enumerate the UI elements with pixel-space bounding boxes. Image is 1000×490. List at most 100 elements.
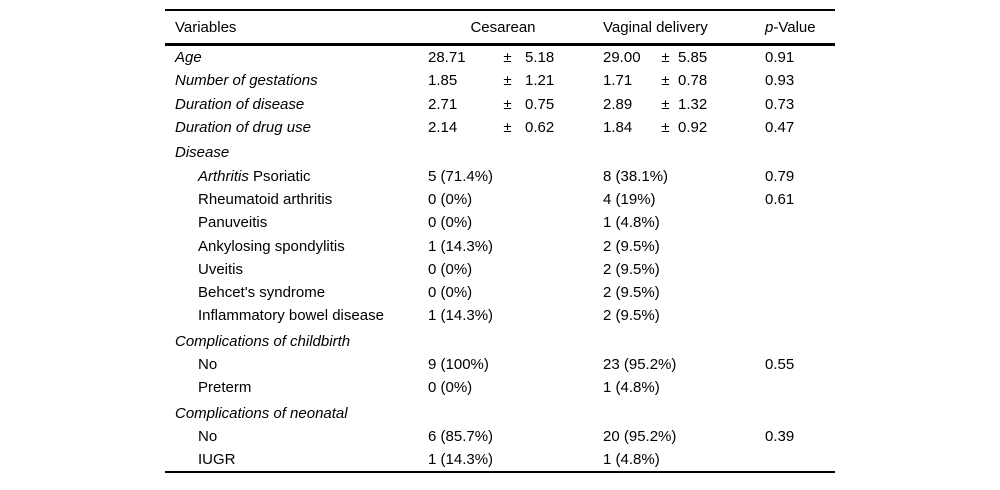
mean-value: 1.85 [428,72,458,90]
p-value-header-rest: -Value [773,18,816,36]
cesarean-cell: 5 (71.4%) [428,167,494,185]
vaginal-delivery-cell: 2 (9.5%) [603,260,660,278]
plus-minus-sign: ± [503,49,512,67]
cesarean-cell: 0 (0%) [428,190,473,208]
row-label: Age [175,49,202,67]
plus-minus-sign: ± [661,119,670,137]
vaginal-delivery-cell: 8 (38.1%) [603,167,669,185]
plus-minus-sign: ± [661,95,670,113]
vaginal-delivery-cell: 23 (95.2%) [603,356,677,373]
vaginal-delivery-cell: 2 (9.5%) [603,284,660,302]
vaginal-delivery-cell: 2.89 ±1.32 [603,96,765,113]
table-row: Preterm 0 (0%) 1 (4.8%) [165,376,835,399]
table-row: Age 28.71 ±5.18 29.00 ±5.85 0.91 [165,46,835,69]
cesarean-cell: 0 (0%) [428,284,473,302]
plus-minus-sign: ± [503,119,512,137]
row-label: Disease [175,144,230,162]
table-row: Arthritis Psoriatic 5 (71.4%) 8 (38.1%) 0.7… [165,164,835,187]
column-header-variables: Variables [175,18,237,36]
sd-value: 1.32 [678,95,708,113]
table-header-rule [165,43,835,46]
row-label: Complications of neonatal [175,404,348,422]
plus-minus-sign: ± [503,95,512,113]
column-header-p-value: p-Value [765,19,835,36]
comparison-table: Variables Cesarean Vaginal delivery p-Va… [165,9,835,474]
column-header-cesarean-cell: Cesarean [428,19,603,36]
row-label: Uveitis [198,260,244,278]
mean-value: 1.71 [603,72,633,90]
row-label: Complications of childbirth [175,332,351,350]
vaginal-delivery-cell: 4 (19%) [603,190,656,208]
p-value-header-italic-p: p [765,18,774,36]
table-row: Duration of drug use 2.14 ±0.62 1.84 ±0.92 0.… [165,116,835,139]
table-row: Complications of childbirth [165,330,835,353]
table-row: Behcet's syndrome 0 (0%) 2 (9.5%) [165,281,835,304]
table-row: Rheumatoid arthritis 0 (0%) 4 (19%) 0.61 [165,188,835,211]
row-label-italic-part: Arthritis [198,167,249,185]
vaginal-delivery-cell: 20 (95.2%) [603,427,677,445]
p-value-cell: 0.39 [765,427,795,445]
plus-minus-sign: ± [503,72,512,90]
p-value-cell: 0.93 [765,72,795,90]
table-row: No 9 (100%) 23 (95.2%) 0.55 [165,353,835,376]
cesarean-cell: 0 (0%) [428,379,473,397]
table-top-rule [165,9,835,11]
sd-value: 0.92 [678,119,708,137]
cesarean-cell: 1.85 ±1.21 [428,72,603,89]
row-label: IUGR [198,451,236,469]
row-label: Duration of disease [175,95,305,113]
vaginal-delivery-cell: 1.71 ±0.78 [603,72,765,89]
cesarean-cell: 1 (14.3%) [428,237,494,255]
table-row: Uveitis 0 (0%) 2 (9.5%) [165,258,835,281]
plus-minus-sign: ± [661,49,670,67]
cesarean-cell: 2.14 ±0.62 [428,119,603,136]
vaginal-delivery-cell: 1 (4.8%) [603,451,660,469]
column-header-cesarean: Cesarean [470,18,536,36]
cesarean-cell: 6 (85.7%) [428,427,494,445]
p-value-cell: 0.73 [765,95,795,113]
table-row: Duration of disease 2.71 ±0.75 2.89 ±1.32 0.7… [165,93,835,116]
table-row: Complications of neonatal [165,401,835,424]
cesarean-cell: 0 (0%) [428,260,473,278]
row-label: No [198,427,218,445]
vaginal-delivery-cell: 2 (9.5%) [603,307,660,325]
table-row: IUGR 1 (14.3%) 1 (4.8%) [165,448,835,471]
table-header-row: Variables Cesarean Vaginal delivery p-Va… [165,11,835,43]
vaginal-delivery-cell: 1 (4.8%) [603,214,660,232]
row-label: Preterm [198,379,252,397]
cesarean-cell: 1 (14.3%) [428,451,494,469]
table-row: Ankylosing spondylitis 1 (14.3%) 2 (9.5%) [165,234,835,257]
row-label: Panuveitis [198,214,268,232]
sd-value: 1.21 [525,72,555,90]
table-row: Disease [165,141,835,164]
cesarean-cell: 9 (100%) [428,356,489,373]
row-label: Ankylosing spondylitis [198,237,345,255]
mean-value: 2.71 [428,95,458,113]
row-label: No [198,356,218,373]
column-header-vaginal-delivery-cell: Vaginal delivery [603,19,765,36]
mean-value: 29.00 [603,49,641,67]
sd-value: 0.62 [525,119,555,137]
sd-value: 0.75 [525,95,555,113]
mean-value: 2.14 [428,119,458,137]
p-value-cell: 0.79 [765,167,795,185]
vaginal-delivery-cell: 29.00 ±5.85 [603,49,765,66]
row-label: Number of gestations [175,72,318,90]
table-row: Panuveitis 0 (0%) 1 (4.8%) [165,211,835,234]
row-label: Inflammatory bowel disease [198,307,384,325]
table-row: Inflammatory bowel disease 1 (14.3%) 2 (9.… [165,304,835,327]
cesarean-cell: 0 (0%) [428,214,473,232]
p-value-cell: 0.55 [765,356,795,373]
table-bottom-rule [165,471,835,474]
table-body: Age 28.71 ±5.18 29.00 ±5.85 0.91 Number of ges… [165,46,835,471]
plus-minus-sign: ± [661,72,670,90]
row-label: Duration of drug use [175,119,311,137]
vaginal-delivery-cell: 1 (4.8%) [603,379,660,397]
mean-value: 2.89 [603,95,633,113]
table-row: No 6 (85.7%) 20 (95.2%) 0.39 [165,425,835,448]
cesarean-cell: 2.71 ±0.75 [428,96,603,113]
row-label: Arthritis Psoriatic [198,167,311,185]
sd-value: 0.78 [678,72,708,90]
row-label: Behcet's syndrome [198,284,326,302]
